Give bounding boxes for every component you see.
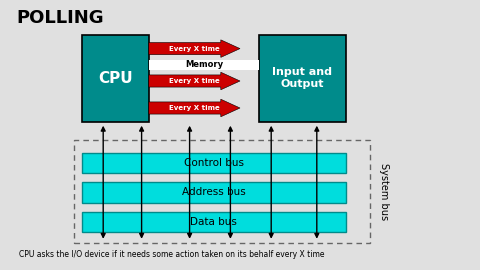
FancyArrow shape [149,99,240,117]
Bar [259,35,346,122]
Text: CPU: CPU [98,71,132,86]
Bar [82,212,346,232]
Text: Data bus: Data bus [190,217,237,227]
Text: Every X time: Every X time [169,46,220,52]
Bar [82,153,346,173]
Text: CPU asks the I/O device if it needs some action taken on its behalf every X time: CPU asks the I/O device if it needs some… [19,250,324,259]
Text: Input and
Output: Input and Output [272,68,332,89]
Bar [82,35,149,122]
Text: System bus: System bus [379,163,389,220]
Text: Address bus: Address bus [182,187,245,197]
Text: POLLING: POLLING [17,9,105,28]
Text: Every X time: Every X time [169,78,220,84]
Bar [74,140,370,243]
Bar [82,182,346,202]
FancyArrow shape [149,72,240,90]
Bar [149,60,259,69]
Text: Control bus: Control bus [184,158,244,168]
Text: Every X time: Every X time [169,105,220,111]
Text: Memory: Memory [185,60,223,69]
FancyArrow shape [149,40,240,58]
